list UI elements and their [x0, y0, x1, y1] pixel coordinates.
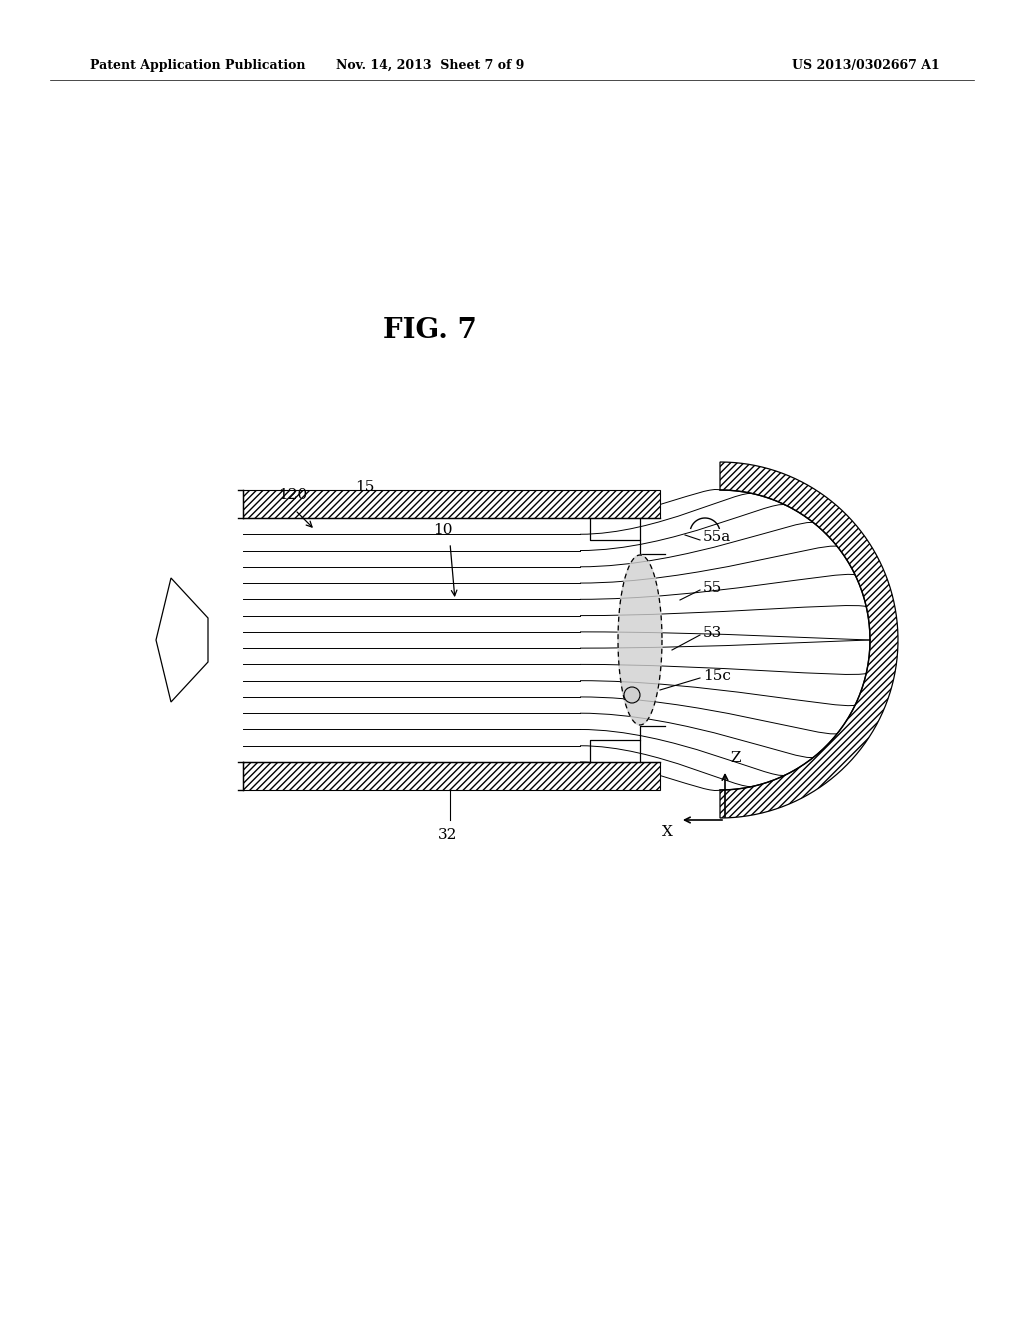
Bar	[243, 490, 660, 517]
Text: 55a: 55a	[703, 531, 731, 544]
Text: US 2013/0302667 A1: US 2013/0302667 A1	[793, 58, 940, 71]
Circle shape	[624, 686, 640, 704]
Text: 15c: 15c	[703, 669, 731, 682]
Text: 53: 53	[703, 626, 722, 640]
Bar	[243, 517, 660, 762]
Text: 10: 10	[433, 523, 453, 537]
Text: 32: 32	[438, 828, 458, 842]
Text: FIG. 7: FIG. 7	[383, 317, 477, 343]
Polygon shape	[618, 554, 662, 725]
Text: Z: Z	[730, 751, 740, 766]
PathPatch shape	[720, 462, 898, 818]
Text: X: X	[663, 825, 673, 840]
Text: Patent Application Publication: Patent Application Publication	[90, 58, 305, 71]
Text: Nov. 14, 2013  Sheet 7 of 9: Nov. 14, 2013 Sheet 7 of 9	[336, 58, 524, 71]
Text: 15: 15	[355, 480, 375, 494]
Text: 120: 120	[278, 488, 307, 502]
Bar	[243, 762, 660, 789]
Text: 55: 55	[703, 581, 722, 595]
